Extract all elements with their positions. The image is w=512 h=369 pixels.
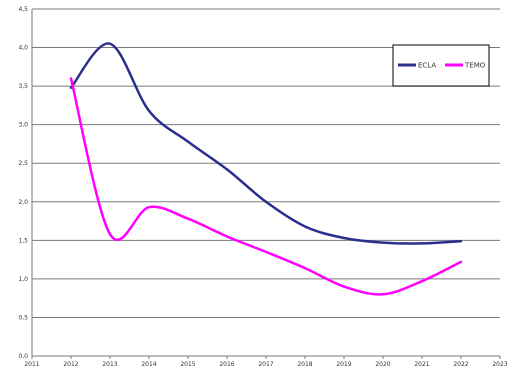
series-lines: [69, 42, 463, 296]
y-tick-label: 0,5: [18, 314, 28, 321]
y-tick-label: 0,0: [18, 353, 28, 360]
axes: [31, 9, 501, 359]
series-line-temo: [69, 77, 463, 296]
y-tick-label: 4,0: [18, 45, 28, 52]
x-tick-label: 2012: [63, 361, 78, 368]
y-tick-label: 3,0: [18, 122, 28, 129]
gridlines: [32, 8, 500, 318]
y-tick-label: 2,0: [18, 199, 28, 206]
x-tick-label: 2020: [375, 361, 390, 368]
y-tick-label: 3,5: [18, 83, 28, 90]
x-tick-label: 2015: [180, 361, 195, 368]
legend-label-temo: TEMO: [464, 62, 486, 70]
y-tick-labels: 0,0 0,5 1,0 1,5 2,0 2,5 3,0 3,5 4,0 4,5: [18, 6, 28, 360]
x-tick-labels: 2011 2012 2013 2014 2015 2016 2017 2018 2019 2020…: [24, 361, 507, 368]
y-tick-label: 2,5: [18, 160, 28, 167]
x-tick-label: 2023: [492, 361, 507, 368]
y-tick-label: 4,5: [18, 6, 28, 13]
y-tick-label: 1,5: [18, 237, 28, 244]
y-tick-label: 1,0: [18, 276, 28, 283]
x-tick-label: 2016: [219, 361, 234, 368]
x-tick-label: 2011: [24, 361, 39, 368]
series-line-ecla: [69, 42, 463, 245]
legend: ECLA TEMO: [392, 44, 490, 87]
x-tick-label: 2014: [141, 361, 156, 368]
x-tick-label: 2021: [414, 361, 429, 368]
legend-label-ecla: ECLA: [418, 62, 436, 70]
x-tick-label: 2022: [453, 361, 468, 368]
x-tick-label: 2018: [297, 361, 312, 368]
x-tick-label: 2017: [258, 361, 273, 368]
x-tick-label: 2019: [336, 361, 351, 368]
x-tick-label: 2013: [102, 361, 117, 368]
